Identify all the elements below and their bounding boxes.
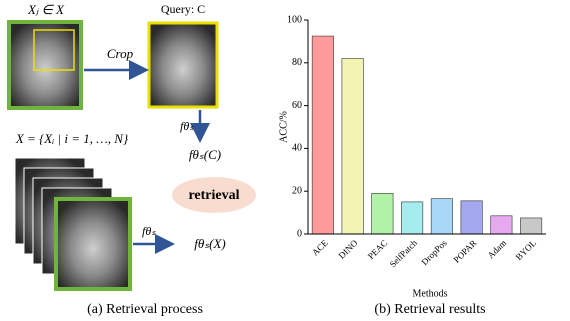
caption: (a) Retrieval process bbox=[87, 302, 203, 317]
x-tick-label: DropPos bbox=[419, 237, 449, 267]
bar bbox=[431, 199, 452, 234]
chart: (b) Retrieval results Methods ACC/% 0 20 4… bbox=[278, 14, 546, 317]
query-feature: fθₛ(C) bbox=[189, 147, 221, 162]
encoder-label: fθₛ bbox=[180, 119, 194, 133]
query-image bbox=[149, 23, 217, 107]
x-tick-label: Adam bbox=[486, 238, 509, 261]
x-tick-label: BYOL bbox=[514, 238, 538, 262]
caption: (b) Retrieval results bbox=[374, 302, 485, 317]
bar bbox=[401, 202, 422, 234]
xray-image bbox=[9, 22, 81, 108]
y-tick-label: 40 bbox=[292, 143, 302, 154]
bar bbox=[461, 201, 482, 234]
bar bbox=[372, 193, 393, 234]
encoder-label: fθₛ bbox=[142, 224, 156, 238]
x-tick-label: SelfPatch bbox=[388, 237, 420, 269]
retrieval-label: retrieval bbox=[188, 188, 239, 203]
x-tick-label: PEAC bbox=[366, 238, 389, 261]
x-tick-label: ACE bbox=[310, 237, 330, 257]
y-axis-label: ACC/% bbox=[278, 111, 289, 143]
y-tick-label: 100 bbox=[287, 14, 302, 25]
x-tick-label: DINO bbox=[337, 237, 360, 260]
y-tick-label: 0 bbox=[297, 228, 302, 239]
image-stack bbox=[15, 158, 130, 289]
bar bbox=[342, 59, 363, 234]
crop-label: Crop bbox=[107, 46, 134, 61]
query-title: Query: C bbox=[161, 2, 205, 16]
y-tick-label: 20 bbox=[292, 185, 302, 196]
database-label: X = {Xᵢ | i = 1, …, N} bbox=[15, 131, 129, 146]
bar bbox=[491, 216, 512, 234]
x-axis-label: Methods bbox=[413, 288, 448, 299]
query-image-label: Xⱼ ∈ X bbox=[27, 2, 65, 17]
database-feature: fθₛ(X) bbox=[194, 236, 225, 251]
diagram: Xⱼ ∈ X Query: C Crop fθₛ fθₛ(C) X = {Xᵢ … bbox=[9, 2, 256, 317]
bar bbox=[312, 36, 333, 234]
y-tick-label: 80 bbox=[292, 57, 302, 68]
y-tick-label: 60 bbox=[292, 100, 302, 111]
figure: Xⱼ ∈ X Query: C Crop fθₛ fθₛ(C) X = {Xᵢ … bbox=[0, 0, 570, 321]
x-tick-label: POPAR bbox=[451, 238, 478, 265]
bar bbox=[520, 218, 541, 234]
xray-image bbox=[56, 199, 130, 289]
